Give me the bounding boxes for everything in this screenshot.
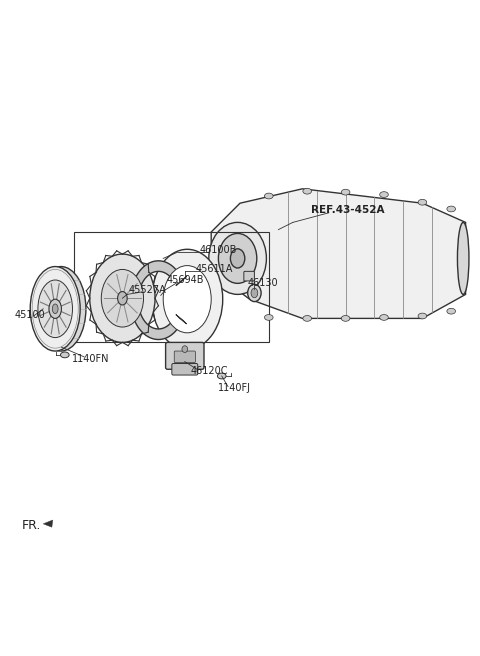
FancyBboxPatch shape [244,272,254,281]
Ellipse shape [209,222,266,295]
Polygon shape [176,276,187,286]
Ellipse shape [418,199,427,205]
Ellipse shape [152,249,223,349]
Polygon shape [211,189,466,318]
Ellipse shape [303,188,312,194]
Ellipse shape [101,270,144,327]
FancyBboxPatch shape [166,342,204,369]
Text: 45527A: 45527A [129,285,166,295]
Ellipse shape [182,346,188,352]
Polygon shape [131,261,182,340]
Ellipse shape [380,192,388,197]
Text: 1140FJ: 1140FJ [218,382,251,392]
Ellipse shape [38,280,72,338]
FancyBboxPatch shape [172,363,198,375]
Ellipse shape [264,193,273,199]
Text: 46120C: 46120C [191,366,228,376]
Ellipse shape [163,266,211,333]
Ellipse shape [251,288,258,298]
Text: FR.: FR. [22,520,41,532]
Ellipse shape [380,315,388,320]
Ellipse shape [217,373,226,379]
Ellipse shape [118,291,127,305]
Ellipse shape [218,234,257,283]
Ellipse shape [36,266,86,351]
Polygon shape [176,315,187,324]
Text: 45100: 45100 [14,310,45,319]
Text: REF.43-452A: REF.43-452A [311,205,385,215]
Ellipse shape [230,249,245,268]
Ellipse shape [303,316,312,321]
Text: 46130: 46130 [248,278,278,289]
Text: 46100B: 46100B [200,245,237,255]
Ellipse shape [49,299,61,318]
Ellipse shape [60,352,69,358]
Ellipse shape [418,313,427,319]
Ellipse shape [30,266,80,351]
Text: 45694B: 45694B [167,276,204,285]
Ellipse shape [52,304,58,314]
Text: 1140FN: 1140FN [72,354,110,363]
Polygon shape [55,266,61,274]
Ellipse shape [90,254,155,342]
Text: 45611A: 45611A [196,264,233,274]
Ellipse shape [457,222,469,295]
FancyBboxPatch shape [174,351,195,363]
Polygon shape [43,520,53,527]
Ellipse shape [341,316,350,321]
Ellipse shape [447,308,456,314]
Polygon shape [55,343,61,351]
Ellipse shape [341,190,350,195]
Bar [74,232,269,342]
Ellipse shape [447,206,456,212]
Ellipse shape [264,315,273,320]
Ellipse shape [248,284,261,302]
